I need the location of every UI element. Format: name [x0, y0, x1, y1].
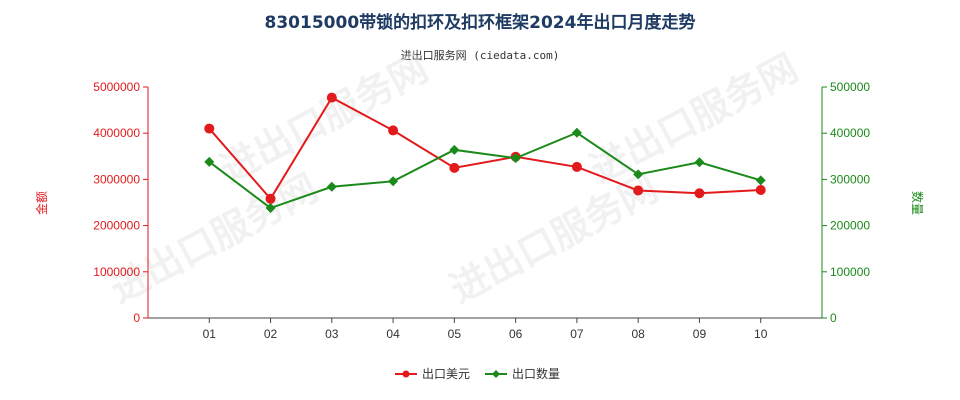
x-tick-label: 09 [693, 327, 707, 341]
x-tick-label: 07 [570, 327, 584, 341]
series-point-1[interactable] [633, 169, 644, 180]
chart-title: 83015000带锁的扣环及扣环框架2024年出口月度走势 [265, 12, 696, 33]
series-point-0[interactable] [449, 162, 460, 173]
x-tick-label: 08 [632, 327, 646, 341]
left-tick-label: 5000000 [93, 80, 140, 94]
series-point-0[interactable] [204, 123, 215, 134]
legend-label-export-usd: 出口美元 [422, 367, 470, 381]
series-point-0[interactable] [633, 185, 644, 196]
right-axis-label: 数量 [910, 191, 925, 215]
left-axis-ticks: 0 1000000 2000000 3000000 4000000 5000000 [93, 80, 148, 325]
legend: 出口美元 出口数量 [395, 366, 560, 381]
series-line-0 [208, 96, 761, 201]
series-point-0[interactable] [388, 125, 399, 136]
right-tick-label: 300000 [830, 172, 870, 186]
x-tick-label: 06 [509, 327, 523, 341]
x-tick-label: 03 [325, 327, 339, 341]
right-axis-ticks: 0 100000 200000 300000 400000 500000 [822, 80, 870, 325]
left-tick-label: 4000000 [93, 126, 140, 140]
left-tick-label: 3000000 [93, 172, 140, 186]
legend-item-export-usd[interactable]: 出口美元 [395, 367, 470, 381]
x-tick-label: 01 [203, 327, 217, 341]
series-point-0[interactable] [755, 185, 766, 196]
right-tick-label: 0 [830, 311, 837, 325]
series-layer [204, 92, 766, 214]
left-axis-label: 金额 [34, 191, 49, 215]
series-point-1[interactable] [326, 181, 337, 192]
x-tick-label: 10 [754, 327, 768, 341]
x-axis-ticks: 01 02 03 04 05 06 07 08 09 10 [203, 318, 768, 341]
series-point-1[interactable] [388, 176, 399, 187]
right-tick-label: 500000 [830, 80, 870, 94]
series-point-1[interactable] [510, 153, 521, 164]
watermark-text: 进出口服务网 [103, 166, 325, 312]
right-tick-label: 200000 [830, 219, 870, 233]
legend-label-export-qty: 出口数量 [512, 366, 560, 381]
x-tick-label: 02 [264, 327, 278, 341]
series-point-1[interactable] [265, 203, 276, 214]
chart-subtitle: 进出口服务网 (ciedata.com) [401, 48, 560, 62]
series-point-1[interactable] [694, 157, 705, 168]
series-point-1[interactable] [204, 156, 215, 167]
legend-item-export-qty[interactable]: 出口数量 [485, 366, 560, 381]
x-tick-label: 05 [448, 327, 462, 341]
series-point-0[interactable] [694, 188, 705, 199]
series-point-0[interactable] [326, 92, 337, 103]
series-point-1[interactable] [755, 175, 766, 186]
series-point-0[interactable] [265, 193, 276, 204]
series-point-1[interactable] [571, 127, 582, 138]
right-tick-label: 400000 [830, 126, 870, 140]
right-tick-label: 100000 [830, 265, 870, 279]
series-line-1 [208, 131, 762, 210]
watermark-text: 进出口服务网 [583, 46, 805, 192]
left-tick-label: 2000000 [93, 219, 140, 233]
left-tick-label: 1000000 [93, 265, 140, 279]
series-point-0[interactable] [571, 161, 582, 172]
x-tick-label: 04 [386, 327, 400, 341]
left-tick-label: 0 [133, 311, 140, 325]
series-point-1[interactable] [449, 144, 460, 155]
